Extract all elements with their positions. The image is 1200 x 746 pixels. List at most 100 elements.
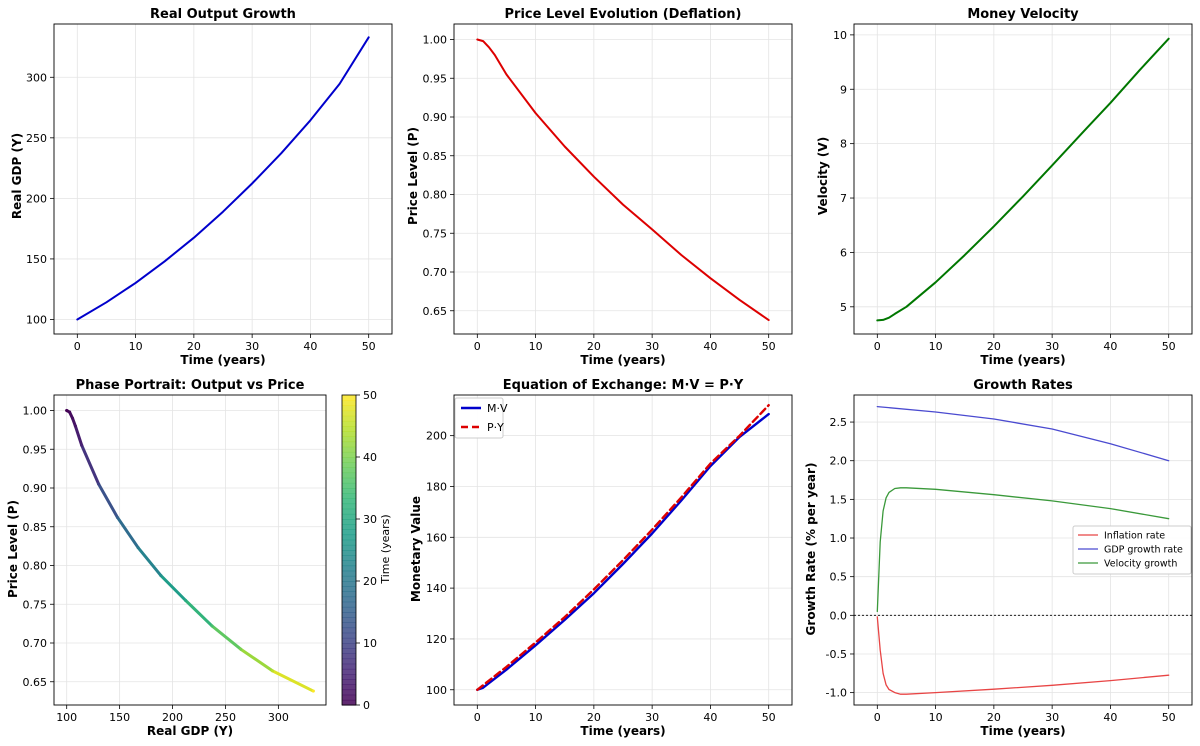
y-tick-label: 140 xyxy=(426,582,447,595)
y-tick-label: 9 xyxy=(840,83,847,96)
colorbar-segment xyxy=(342,446,356,453)
y-tick-label: 0.80 xyxy=(423,189,448,202)
axes-frame xyxy=(853,23,1193,335)
axes-frame xyxy=(53,394,327,706)
panel-exchange-title: Equation of Exchange: M·V = P·Y xyxy=(503,378,744,393)
phase-point xyxy=(73,424,77,428)
colorbar-segment xyxy=(342,632,356,639)
colorbar-segment xyxy=(342,544,356,551)
panel-growth-xlabel: Time (years) xyxy=(980,724,1065,738)
panel-velocity-plot: 0 10 20 30 40 50 5 6 7 8 9 10 xyxy=(833,23,1193,353)
colorbar-segment xyxy=(342,472,356,479)
phase-point xyxy=(159,574,163,578)
colorbar-segment xyxy=(342,431,356,437)
series-line-velocity-0 xyxy=(876,37,1170,322)
colorbar-segment xyxy=(342,451,356,458)
colorbar-segment xyxy=(342,648,356,654)
colorbar-segment xyxy=(342,627,356,634)
phase-point xyxy=(184,598,188,602)
y-tick-label: 2.5 xyxy=(830,416,848,429)
series-line-exchange-0 xyxy=(476,412,770,691)
colorbar-segment xyxy=(342,565,356,572)
y-tick-label: 1.00 xyxy=(23,405,48,418)
x-tick-label: 30 xyxy=(645,340,659,353)
y-tick-label: 2.0 xyxy=(830,455,848,468)
colorbar-tick-label: 10 xyxy=(363,637,377,650)
y-tick-label: 0.70 xyxy=(423,266,448,279)
y-tick-label: 0.5 xyxy=(830,571,848,584)
y-tick-label: 0.70 xyxy=(23,637,48,650)
colorbar-segment xyxy=(342,570,356,577)
series-line-price-0 xyxy=(476,38,770,322)
panel-output-ylabel: Real GDP (Y) xyxy=(10,133,24,219)
panel-phase-ylabel: Price Level (P) xyxy=(6,500,20,598)
colorbar-segment xyxy=(342,550,356,556)
x-tick-label: 10 xyxy=(129,340,143,353)
phase-point xyxy=(239,647,243,651)
x-tick-label: 30 xyxy=(1045,340,1059,353)
legend-label-velocity: Velocity growth xyxy=(1104,559,1177,570)
colorbar-segment xyxy=(342,498,356,505)
legend-label-py: P·Y xyxy=(487,421,504,434)
legend-label-inflation: Inflation rate xyxy=(1104,531,1165,542)
x-tick-label: 30 xyxy=(1045,711,1059,724)
axes-frame xyxy=(53,23,393,335)
x-tick-label: 30 xyxy=(245,340,259,353)
colorbar-segment xyxy=(342,462,356,468)
x-tick-label: 10 xyxy=(529,711,543,724)
phase-point xyxy=(271,669,275,673)
colorbar-segment xyxy=(342,663,356,670)
colorbar-segment xyxy=(342,601,356,608)
y-tick-label: -1.0 xyxy=(826,687,847,700)
colorbar-segment xyxy=(342,519,356,525)
y-tick-label: 10 xyxy=(833,29,847,42)
colorbar-tick-label: 0 xyxy=(363,699,370,712)
phase-point xyxy=(71,416,75,420)
y-tick-label: 1.00 xyxy=(423,34,448,47)
series-line-growth-1 xyxy=(876,405,1170,462)
x-tick-label: 50 xyxy=(762,711,776,724)
y-tick-label: 6 xyxy=(840,246,847,259)
phase-trajectory-segment xyxy=(159,574,188,602)
series-line-growth-0 xyxy=(876,616,1170,695)
y-tick-label: 1.5 xyxy=(830,493,848,506)
y-tick-label: 0.90 xyxy=(23,482,48,495)
y-tick-label: 0.95 xyxy=(423,72,448,85)
phase-point xyxy=(116,515,120,519)
x-tick-label: 10 xyxy=(929,711,943,724)
x-tick-label: 40 xyxy=(703,340,717,353)
phase-trajectory-segment xyxy=(271,669,315,693)
x-tick-label: 250 xyxy=(215,711,236,724)
x-tick-label: 0 xyxy=(874,711,881,724)
colorbar-segment xyxy=(342,622,356,629)
colorbar-tick-label: 50 xyxy=(363,389,377,402)
panel-price-title: Price Level Evolution (Deflation) xyxy=(505,7,742,22)
colorbar-segment xyxy=(342,400,356,406)
colorbar-segment xyxy=(342,410,356,417)
axes-frame xyxy=(853,394,1193,706)
y-tick-label: 160 xyxy=(426,531,447,544)
colorbar-segment xyxy=(342,637,356,644)
colorbar-segment xyxy=(342,488,356,494)
colorbar-segment xyxy=(342,513,356,520)
colorbar-segment xyxy=(342,441,356,448)
y-tick-label: 150 xyxy=(26,253,47,266)
legend-label-gdp: GDP growth rate xyxy=(1104,545,1183,556)
growth-legend: Inflation rate GDP growth rate Velocity … xyxy=(1072,525,1192,575)
y-tick-label: 7 xyxy=(840,192,847,205)
colorbar-segment xyxy=(342,503,356,510)
series-line-growth-2 xyxy=(876,487,1170,613)
x-tick-label: 0 xyxy=(474,711,481,724)
legend-label-mv: M·V xyxy=(487,402,508,415)
series-line-output-0 xyxy=(76,36,370,321)
x-tick-label: 0 xyxy=(74,340,81,353)
y-tick-label: 8 xyxy=(840,138,847,151)
colorbar-tick-label: 20 xyxy=(363,575,377,588)
colorbar-segment xyxy=(342,477,356,484)
colorbar-segment xyxy=(342,426,356,432)
phase-point xyxy=(65,409,69,412)
y-tick-label: 300 xyxy=(26,71,47,84)
panel-price: Price Level Evolution (Deflation) Time (… xyxy=(406,7,793,367)
y-tick-label: 0.0 xyxy=(830,609,848,622)
